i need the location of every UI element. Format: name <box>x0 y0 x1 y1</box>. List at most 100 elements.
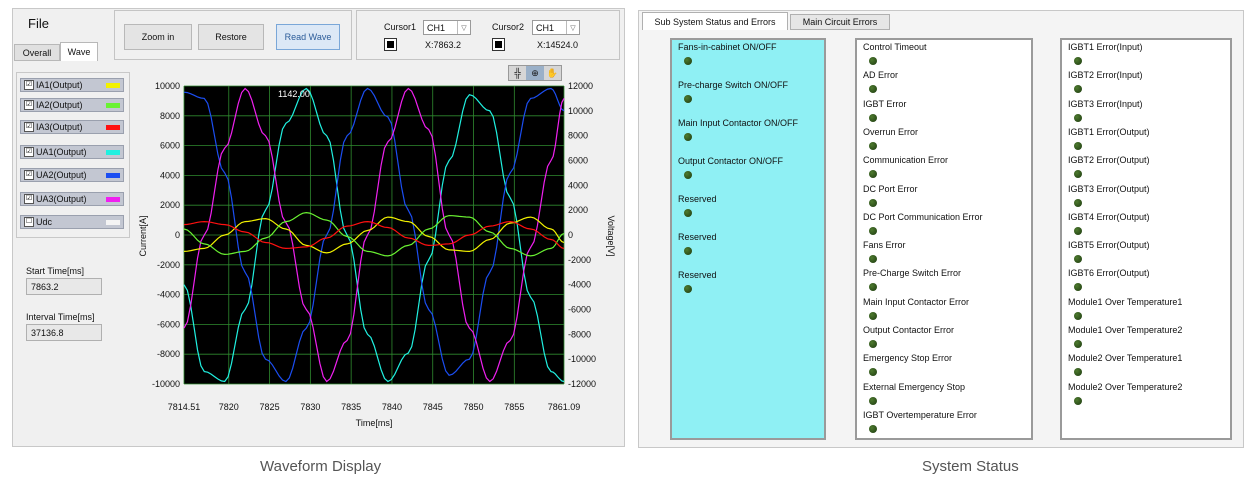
plot-tools: ╬ ⊕ ✋ <box>508 65 562 81</box>
status-led-icon <box>1074 283 1082 292</box>
tab-wave[interactable]: Wave <box>60 42 98 61</box>
tab-overall[interactable]: Overall <box>14 44 60 61</box>
status-led-icon <box>869 141 877 150</box>
status-led-icon <box>1074 198 1082 207</box>
y-tick-label: -10000 <box>152 379 180 389</box>
cursor1-marker-icon <box>387 41 394 48</box>
restore-button[interactable]: Restore <box>198 24 264 50</box>
legend-swatch <box>106 103 120 108</box>
status-led-icon <box>869 424 877 433</box>
checkbox[interactable]: ☑ <box>24 194 34 204</box>
x-tick-label: 7825 <box>260 402 280 412</box>
status-led-icon <box>869 226 877 235</box>
legend-item[interactable]: ☑ IA3(Output) <box>20 120 124 134</box>
status-led-icon <box>1074 255 1082 264</box>
interval-time-field[interactable]: 37136.8 <box>26 324 102 341</box>
status-led-icon <box>1074 340 1082 348</box>
x-tick-label: 7850 <box>464 402 484 412</box>
cursor1-x-readout: X:7863.2 <box>425 40 462 50</box>
legend-item[interactable]: ☑ IA2(Output) <box>20 98 124 112</box>
tab-sub-system-status[interactable]: Sub System Status and Errors <box>642 12 788 30</box>
series-line <box>183 216 565 254</box>
status-label: Module1 Over Temperature2 <box>1068 325 1183 335</box>
status-led-icon <box>1074 141 1082 150</box>
checkbox[interactable]: ☑ <box>24 147 34 157</box>
cursor2-toggle[interactable] <box>492 38 505 51</box>
y-tick-label: 0 <box>175 230 180 240</box>
x-tick-label: 7820 <box>219 402 239 412</box>
status-led-icon <box>684 171 692 179</box>
legend-swatch <box>106 220 120 225</box>
legend-label: IA1(Output) <box>36 80 83 90</box>
tab-main-circuit-errors[interactable]: Main Circuit Errors <box>790 14 890 30</box>
zoom-in-button[interactable]: Zoom in <box>124 24 192 50</box>
y-tick-label: -6000 <box>157 319 180 329</box>
x-tick-label: 7840 <box>382 402 402 412</box>
pan-tool-icon[interactable]: ✋ <box>546 68 558 78</box>
status-led-icon <box>1074 368 1082 377</box>
legend-frame <box>16 72 130 238</box>
status-led-icon <box>1074 113 1082 122</box>
waveform-chart[interactable]: 10000 8000 6000 4000 2000 0 -2000 -4000 -6000 -80… <box>130 76 620 436</box>
legend-label: Udc <box>36 217 53 227</box>
cursor2-channel-select[interactable]: CH1 ▽ <box>532 20 580 35</box>
status-label: Main Input Contactor Error <box>863 296 970 307</box>
status-label: IGBT6 Error(Output) <box>1068 268 1150 279</box>
checkbox[interactable]: ☐ <box>24 217 34 227</box>
status-label: Output Contactor Error <box>863 325 955 335</box>
legend-item[interactable]: ☐ Udc <box>20 215 124 229</box>
legend-item[interactable]: ☑ UA3(Output) <box>20 192 124 206</box>
legend-swatch <box>106 125 120 130</box>
read-wave-button[interactable]: Read Wave <box>276 24 340 50</box>
cursor1-channel-select[interactable]: CH1 ▽ <box>423 20 471 35</box>
status-label: IGBT Error <box>863 98 907 109</box>
series-line <box>183 211 565 257</box>
status-led-icon <box>684 95 692 103</box>
status-label: Module2 Over Temperature1 <box>1068 353 1183 364</box>
checkbox[interactable]: ☑ <box>24 170 34 180</box>
status-label: Module1 Over Temperature1 <box>1068 296 1183 307</box>
y2-tick-label: 8000 <box>568 131 588 141</box>
zoom-tool-icon[interactable]: ⊕ <box>526 66 544 80</box>
status-column-subsystem: Fans-in-cabinet ON/OFF Pre-charge Switch … <box>670 38 826 440</box>
legend-item[interactable]: ☑ UA1(Output) <box>20 145 124 159</box>
y2-tick-label: 12000 <box>568 81 593 91</box>
y-tick-label: -8000 <box>157 349 180 359</box>
status-label: IGBT1 Error(Output) <box>1068 126 1150 137</box>
status-led-icon <box>1074 396 1082 405</box>
status-led-icon <box>869 255 877 264</box>
checkbox[interactable]: ☑ <box>24 122 34 132</box>
y2-tick-label: 4000 <box>568 180 588 190</box>
checkbox[interactable]: ☑ <box>24 100 34 110</box>
cursor-tool-icon[interactable]: ╬ <box>514 68 521 78</box>
status-led-icon <box>869 283 877 292</box>
file-menu[interactable]: File <box>28 16 49 31</box>
status-led-icon <box>1074 85 1082 94</box>
start-time-field[interactable]: 7863.2 <box>26 278 102 295</box>
y-tick-label: -2000 <box>157 260 180 270</box>
y2-tick-label: 10000 <box>568 106 593 116</box>
chevron-down-icon: ▽ <box>457 21 470 34</box>
cursor1-toggle[interactable] <box>384 38 397 51</box>
x-tick-label: 7845 <box>423 402 443 412</box>
status-led-icon <box>869 368 877 377</box>
legend-item[interactable]: ☑ IA1(Output) <box>20 78 124 92</box>
status-label: Main Input Contactor ON/OFF <box>678 118 799 128</box>
status-label: Overrun Error <box>863 126 919 137</box>
status-label: IGBT2 Error(Output) <box>1068 155 1150 166</box>
status-label: Communication Error <box>863 155 949 166</box>
y2-axis-label: Voltage[V] <box>606 215 616 256</box>
status-label: External Emergency Stop <box>863 381 966 392</box>
checkbox[interactable]: ☑ <box>24 80 34 90</box>
y-tick-label: -4000 <box>157 290 180 300</box>
status-led-icon <box>1074 170 1082 179</box>
legend-label: UA3(Output) <box>36 194 87 204</box>
status-label: IGBT3 Error(Output) <box>1068 183 1150 194</box>
x-tick-label: 7830 <box>300 402 320 412</box>
legend-item[interactable]: ☑ UA2(Output) <box>20 168 124 182</box>
x-tick-label: 7814.51 <box>168 402 201 412</box>
x-tick-label: 7861.09 <box>548 402 581 412</box>
status-led-icon <box>1074 57 1082 65</box>
legend-swatch <box>106 83 120 88</box>
chart-annotation: 1142.00 <box>278 89 310 99</box>
